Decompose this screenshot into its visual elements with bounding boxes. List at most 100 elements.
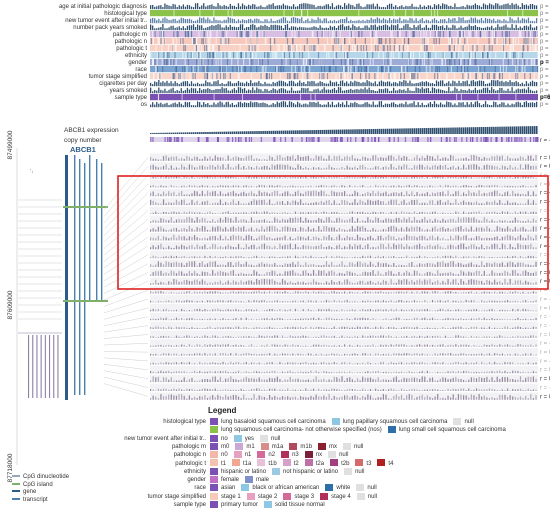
cpg-r-value: r = -0.015 xyxy=(540,315,550,321)
track-label: histological type xyxy=(104,11,147,17)
legend-swatch xyxy=(257,451,265,458)
cpg-connector xyxy=(104,308,148,319)
track-p-value: p = 0.042 xyxy=(540,25,550,31)
feature-legend-item: CpG island xyxy=(12,482,53,488)
track-p-value: p = 0.710 xyxy=(540,74,550,80)
cpg-row xyxy=(150,215,538,222)
legend-swatch xyxy=(210,493,218,500)
track-bar xyxy=(150,17,537,23)
legend-item-label: male xyxy=(256,477,269,483)
track-p-value: p = 0.598 xyxy=(540,32,550,38)
transcript-bar xyxy=(89,155,90,300)
legend-swatch xyxy=(305,459,313,466)
legend-swatch xyxy=(210,459,218,466)
legend-swatch xyxy=(210,501,218,508)
legend-item-label: female xyxy=(221,477,239,483)
legend-item-label: null xyxy=(368,494,377,500)
cpg-connector xyxy=(104,290,148,306)
transcript-bar xyxy=(36,335,37,398)
legend-item-label: stage 4 xyxy=(331,494,351,500)
legend-swatch xyxy=(330,459,338,466)
track-label: pathologic m xyxy=(113,32,147,38)
legend-swatch xyxy=(210,435,218,442)
cpg-connector xyxy=(104,272,148,293)
cpg-row xyxy=(150,189,538,196)
track-bar xyxy=(150,66,538,72)
legend-swatch xyxy=(210,468,218,475)
cpg-row xyxy=(150,313,538,320)
legend-swatch xyxy=(272,468,280,475)
track-label: race xyxy=(135,67,147,73)
track-bar xyxy=(150,80,537,86)
expression-bar xyxy=(150,126,538,134)
legend-swatch xyxy=(235,443,243,450)
legend-swatch xyxy=(283,493,291,500)
track-bar xyxy=(150,10,538,16)
legend-swatch xyxy=(210,484,218,491)
cpg-connector xyxy=(104,281,148,300)
track-label: number pack years smoked xyxy=(73,25,147,31)
cpg-r-value: r = 0.075 xyxy=(540,368,550,374)
cpg-row xyxy=(150,322,538,329)
legend-swatch xyxy=(289,443,297,450)
legend-swatch xyxy=(344,468,352,475)
legend-item-label: m0 xyxy=(221,444,229,450)
legend-swatch xyxy=(318,443,326,450)
feature-legend-label: CpG island xyxy=(23,482,53,488)
legend-item-label: m1 xyxy=(246,444,254,450)
legend-item-label: nx xyxy=(316,452,322,458)
legend-swatch xyxy=(234,451,242,458)
gene-label: ABCB1 xyxy=(70,145,96,154)
expression-r-value: r = -0.116** xyxy=(540,137,550,145)
cpg-row xyxy=(150,277,538,284)
legend-swatch xyxy=(332,418,340,425)
legend-swatch xyxy=(328,451,336,458)
legend-swatch xyxy=(234,435,242,442)
legend-item-label: hispanic or latino xyxy=(221,469,266,475)
legend-swatch xyxy=(241,484,249,491)
cpg-row xyxy=(150,304,538,311)
track-bar xyxy=(150,52,539,58)
transcript-bar xyxy=(57,335,58,398)
cpg-r-value: r = 0.007 xyxy=(540,350,550,356)
legend-item-label: null xyxy=(367,485,376,491)
track-label: cigarettes per day xyxy=(99,81,147,87)
cpg-row xyxy=(150,357,538,364)
cpg-connector xyxy=(104,351,148,352)
legend-swatch xyxy=(283,459,291,466)
transcript-bar xyxy=(74,155,75,395)
legend-item-label: black or african american xyxy=(252,485,319,491)
cpg-connector xyxy=(104,334,148,338)
expression-bar xyxy=(150,137,539,142)
cpg-r-value: r = 0.117* xyxy=(540,375,550,383)
cpg-row xyxy=(150,233,538,240)
legend-item-label: primary tumor xyxy=(221,502,258,508)
transcript-bar xyxy=(84,163,85,395)
cpg-row xyxy=(150,392,538,399)
transcript-bar xyxy=(79,159,80,395)
track-label: os xyxy=(141,102,147,108)
legend-swatch xyxy=(343,443,351,450)
legend-item-label: null xyxy=(355,469,364,475)
cpg-row xyxy=(150,286,538,293)
cpg-connector xyxy=(104,246,148,274)
legend-item-label: n3 xyxy=(292,452,299,458)
track-p-value: p = 0.048 xyxy=(540,88,550,94)
legend-item-label: null xyxy=(354,444,363,450)
cpg-connector xyxy=(104,343,148,345)
cpg-row xyxy=(150,384,538,391)
legend-swatch xyxy=(453,418,461,425)
legend-item-label: stage 1 xyxy=(221,494,241,500)
cpg-connector xyxy=(104,377,148,387)
legend-item-label: null xyxy=(464,419,473,425)
cpg-connector xyxy=(104,299,148,313)
track-label: gender xyxy=(128,60,147,66)
legend-swatch xyxy=(261,443,269,450)
legend-item-label: n2 xyxy=(268,452,275,458)
feature-legend-label: gene xyxy=(23,489,36,495)
cpg-r-value: r = -0.020 xyxy=(540,297,550,303)
legend-item-label: n1 xyxy=(245,452,252,458)
